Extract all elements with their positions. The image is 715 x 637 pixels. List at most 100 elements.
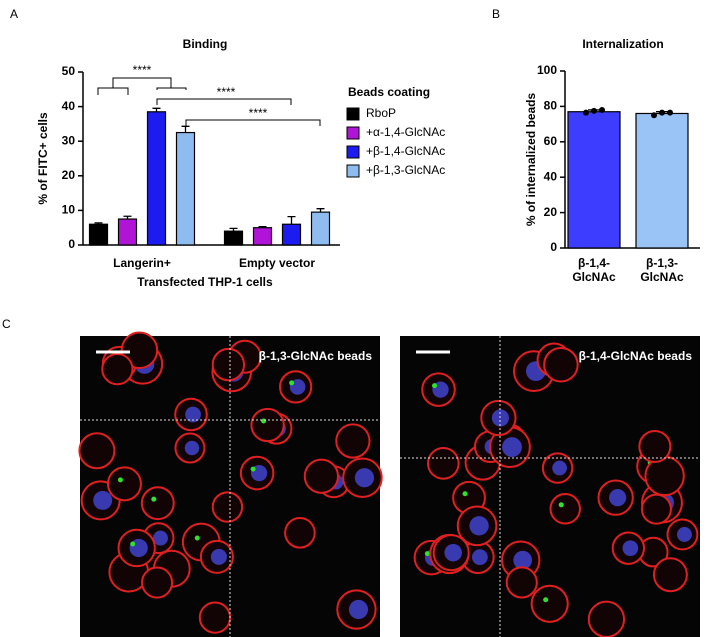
bead bbox=[462, 491, 468, 497]
nucleus bbox=[93, 490, 113, 510]
bar bbox=[117, 218, 138, 246]
bead bbox=[543, 597, 549, 603]
error-bar bbox=[258, 226, 267, 228]
x-tick-label: Empty vector bbox=[239, 256, 315, 270]
x-tick-label: β-1,4-GlcNAc bbox=[572, 256, 616, 284]
y-tick-label: 30 bbox=[62, 133, 76, 147]
data-point bbox=[659, 109, 665, 116]
bead bbox=[261, 418, 267, 424]
nucleus bbox=[469, 516, 489, 536]
cell bbox=[638, 429, 672, 463]
legend-swatch bbox=[346, 126, 360, 140]
chart-title: Internalization bbox=[582, 37, 663, 51]
bar bbox=[175, 131, 196, 246]
error-bar bbox=[152, 107, 161, 112]
cell bbox=[250, 407, 285, 443]
bead bbox=[432, 383, 438, 389]
panel-label: B bbox=[492, 7, 500, 21]
y-tick-label: 40 bbox=[62, 99, 76, 113]
bead bbox=[117, 477, 123, 483]
cell bbox=[211, 491, 244, 523]
cell bbox=[106, 466, 142, 502]
nucleus bbox=[552, 460, 567, 476]
legend-title: Beads coating bbox=[348, 85, 430, 99]
bead bbox=[151, 496, 157, 502]
bar bbox=[146, 111, 167, 246]
bead bbox=[289, 380, 295, 386]
cell bbox=[652, 557, 688, 593]
bead bbox=[558, 502, 564, 508]
y-tick-label: 10 bbox=[62, 203, 76, 217]
legend-label: +β-1,3-GlcNAc bbox=[366, 163, 445, 177]
y-axis-label: % of internalized beads bbox=[524, 92, 538, 226]
y-tick-label: 20 bbox=[544, 205, 558, 219]
y-tick-label: 60 bbox=[544, 134, 558, 148]
nucleus bbox=[152, 530, 168, 546]
cell bbox=[198, 601, 232, 634]
cell bbox=[587, 600, 626, 637]
significance-bracket bbox=[185, 119, 321, 126]
cell bbox=[303, 458, 340, 494]
bar bbox=[567, 111, 621, 249]
cell bbox=[530, 584, 569, 623]
cell bbox=[78, 432, 116, 470]
bead bbox=[250, 466, 256, 472]
error-bar bbox=[316, 208, 325, 213]
data-point bbox=[667, 109, 673, 116]
cell bbox=[549, 493, 581, 525]
data-point bbox=[599, 106, 605, 113]
legend-swatch bbox=[346, 164, 360, 178]
data-point bbox=[583, 109, 589, 116]
legend-swatch bbox=[346, 107, 360, 121]
nucleus bbox=[354, 468, 375, 488]
image-caption: β-1,4-GlcNAc beads bbox=[579, 349, 693, 363]
nucleus bbox=[513, 550, 533, 570]
y-tick-label: 50 bbox=[62, 64, 76, 78]
cell bbox=[426, 447, 460, 480]
data-point bbox=[651, 112, 657, 119]
bar bbox=[223, 230, 244, 246]
error-bar bbox=[94, 222, 103, 225]
bar bbox=[310, 211, 331, 246]
bar bbox=[88, 223, 109, 246]
cell bbox=[505, 566, 538, 599]
nucleus bbox=[444, 543, 462, 562]
y-axis-label: % of FITC+ cells bbox=[36, 112, 50, 205]
error-bar bbox=[181, 125, 190, 133]
cell bbox=[640, 493, 672, 525]
nucleus bbox=[210, 548, 227, 565]
nucleus bbox=[622, 540, 639, 557]
error-bar bbox=[123, 215, 132, 220]
cell bbox=[211, 347, 246, 382]
y-tick-label: 0 bbox=[68, 237, 75, 251]
x-tick-label: β-1,3-GlcNAc bbox=[640, 256, 684, 284]
significance-label: **** bbox=[217, 85, 236, 99]
bar bbox=[281, 223, 302, 246]
panel-label: C bbox=[2, 317, 11, 331]
panel-label: A bbox=[10, 7, 18, 21]
legend-label: +β-1,4-GlcNAc bbox=[366, 144, 445, 158]
bead bbox=[194, 535, 200, 541]
bead bbox=[424, 551, 430, 557]
cell bbox=[543, 346, 579, 383]
y-tick-label: 40 bbox=[544, 169, 558, 183]
bead bbox=[130, 541, 136, 547]
cell bbox=[335, 423, 371, 459]
y-tick-label: 20 bbox=[62, 168, 76, 182]
nucleus bbox=[184, 440, 200, 456]
y-tick-label: 100 bbox=[537, 63, 557, 77]
legend-swatch bbox=[346, 145, 360, 159]
x-axis-label: Transfected THP-1 cells bbox=[137, 275, 273, 289]
significance-label: **** bbox=[249, 106, 268, 120]
nucleus bbox=[471, 549, 488, 566]
significance-bracket bbox=[97, 77, 187, 95]
nucleus bbox=[676, 527, 692, 542]
significance-bracket bbox=[156, 98, 292, 105]
significance-label: **** bbox=[133, 63, 152, 77]
legend-label: RboP bbox=[366, 106, 396, 120]
bar bbox=[635, 112, 689, 249]
y-tick-label: 0 bbox=[550, 240, 557, 254]
cell bbox=[101, 353, 134, 386]
